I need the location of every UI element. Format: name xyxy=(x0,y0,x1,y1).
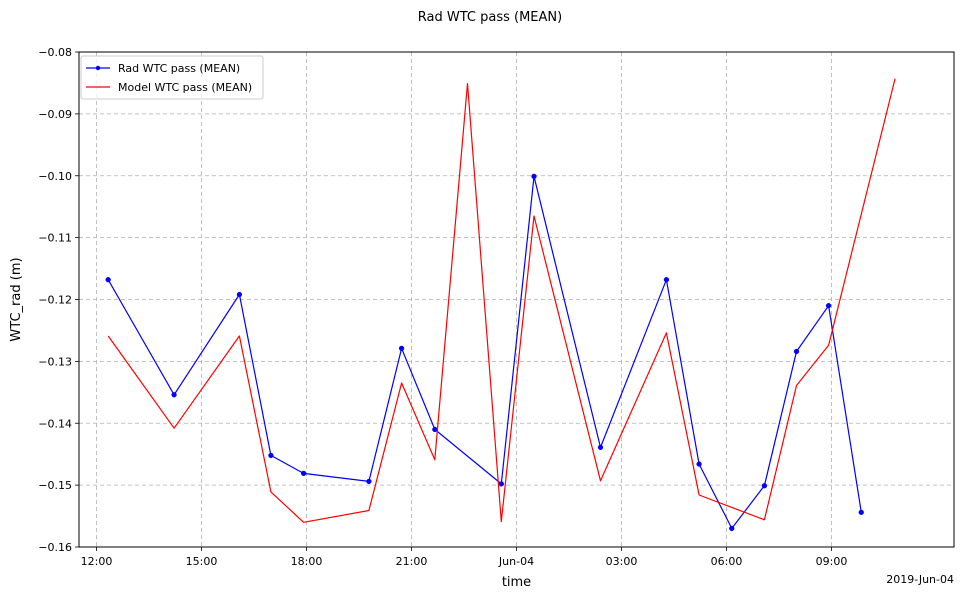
data-point-rad xyxy=(171,392,177,398)
grid xyxy=(79,52,954,547)
legend-box xyxy=(80,55,264,100)
series-line-model xyxy=(107,78,896,523)
data-point-rad xyxy=(729,525,735,532)
x-tick-label: 18:00 xyxy=(291,555,323,568)
legend-label-rad: Rad WTC pass (MEAN) xyxy=(118,62,240,75)
x-axis-offset-label: 2019-Jun-04 xyxy=(886,573,954,586)
y-tick-label: −0.14 xyxy=(38,417,72,430)
y-tick-label: −0.13 xyxy=(38,355,72,368)
x-tick-label: Jun-04 xyxy=(498,555,534,568)
data-point-rad xyxy=(696,461,702,467)
x-tick-label: 12:00 xyxy=(81,555,113,568)
legend-label-model: Model WTC pass (MEAN) xyxy=(118,81,252,94)
data-point-rad xyxy=(498,481,504,487)
y-axis: −0.16 −0.15 −0.14 −0.13 −0.12 −0.11 −0.10 −0.09… xyxy=(38,46,79,554)
data-point-rad xyxy=(236,291,243,298)
data-point-rad xyxy=(663,277,670,283)
data-point-rad xyxy=(105,277,111,283)
series-line-rad xyxy=(107,175,862,530)
x-tick-label: 21:00 xyxy=(396,555,428,568)
data-point-rad xyxy=(793,348,800,355)
data-point-rad xyxy=(268,452,274,459)
data-point-rad xyxy=(398,345,405,352)
legend-marker-rad xyxy=(95,65,101,71)
x-tick-label: 06:00 xyxy=(711,555,743,568)
data-point-rad xyxy=(761,483,768,489)
data-point-rad xyxy=(300,470,307,477)
y-tick-label: −0.12 xyxy=(38,294,72,307)
y-axis-title: WTC_rad (m) xyxy=(9,257,24,341)
y-tick-label: −0.15 xyxy=(38,479,72,492)
data-point-rad xyxy=(597,444,604,451)
x-axis-title: time xyxy=(502,575,531,590)
chart-title: Rad WTC pass (MEAN) xyxy=(418,10,562,25)
x-tick-label: 09:00 xyxy=(816,555,848,568)
x-axis: 12:00 15:00 18:00 21:00 Jun-04 03:00 06:00 09:0… xyxy=(81,547,848,568)
x-tick-label: 03:00 xyxy=(606,555,638,568)
legend: Rad WTC pass (MEAN) Model WTC pass (MEAN… xyxy=(80,55,264,100)
data-point-rad xyxy=(858,509,864,515)
y-tick-label: −0.16 xyxy=(38,541,72,554)
data-point-rad xyxy=(432,426,438,433)
data-point-rad xyxy=(825,303,832,309)
y-tick-label: −0.10 xyxy=(38,170,72,183)
data-point-rad xyxy=(366,478,372,485)
y-tick-label: −0.08 xyxy=(38,46,72,59)
y-tick-label: −0.09 xyxy=(38,108,72,121)
y-tick-label: −0.11 xyxy=(38,232,72,245)
x-tick-label: 15:00 xyxy=(186,555,218,568)
plot-series xyxy=(105,78,896,532)
data-point-rad xyxy=(531,173,537,180)
